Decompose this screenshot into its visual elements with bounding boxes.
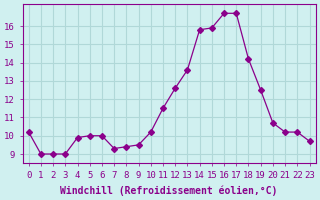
X-axis label: Windchill (Refroidissement éolien,°C): Windchill (Refroidissement éolien,°C) xyxy=(60,185,278,196)
